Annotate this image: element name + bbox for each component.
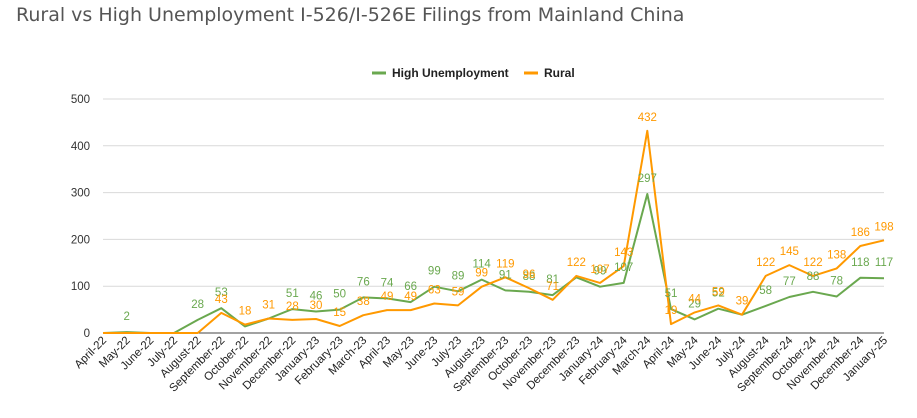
data-label: 18	[239, 306, 252, 318]
data-label: 46	[310, 290, 323, 302]
y-tick-label: 300	[71, 188, 90, 200]
data-label: 19	[665, 305, 678, 317]
data-label: 30	[310, 300, 323, 312]
x-axis: April-22May-22June-22July-22August-22Sep…	[73, 334, 891, 394]
data-label: 52	[712, 288, 725, 300]
data-label: 49	[404, 291, 417, 303]
data-label: 432	[638, 112, 657, 124]
series-line-high-unemployment	[102, 193, 885, 334]
data-label: 99	[594, 266, 607, 278]
y-axis: 0 100 200 300 400 500	[71, 94, 90, 340]
legend: High Unemployment Rural	[372, 66, 575, 80]
data-label: 91	[499, 269, 512, 281]
data-label: 99	[475, 268, 488, 280]
data-label: 58	[759, 285, 772, 297]
data-label: 138	[827, 249, 846, 261]
data-label: 118	[851, 257, 869, 269]
y-tick-label: 500	[71, 94, 90, 106]
data-label: 50	[333, 289, 346, 301]
data-label: 28	[286, 301, 299, 313]
data-label: 81	[546, 274, 559, 286]
data-label: 31	[262, 299, 275, 311]
data-label: 28	[191, 299, 204, 311]
data-label: 145	[780, 246, 799, 258]
data-label: 88	[523, 271, 536, 283]
data-label: 122	[567, 257, 586, 269]
data-label: 96	[523, 269, 536, 281]
data-label: 63	[428, 285, 441, 297]
data-label: 107	[590, 264, 609, 276]
data-label: 74	[381, 277, 394, 289]
data-label: 51	[286, 288, 299, 300]
data-label: 53	[215, 287, 228, 299]
data-label: 297	[638, 173, 657, 185]
data-label: 143	[614, 247, 633, 259]
data-label: 186	[851, 227, 870, 239]
data-label: 99	[428, 266, 441, 278]
data-label: 122	[803, 257, 822, 269]
data-label: 198	[874, 221, 893, 233]
legend-label: High Unemployment	[392, 66, 509, 80]
data-label: 59	[452, 286, 465, 298]
data-label: 76	[357, 276, 370, 288]
data-label: 29	[688, 298, 701, 310]
data-label: 78	[830, 275, 843, 287]
y-tick-label: 0	[84, 328, 90, 340]
y-tick-label: 400	[71, 141, 90, 153]
data-label: 43	[215, 294, 228, 306]
series-line-rural	[103, 129, 885, 334]
data-label: 114	[472, 259, 491, 271]
series-lines	[102, 129, 885, 334]
data-label: 107	[614, 262, 633, 274]
data-label: 71	[546, 281, 559, 293]
data-label: 66	[404, 281, 417, 293]
data-label: 119	[496, 258, 514, 270]
data-label: 59	[712, 286, 725, 298]
data-label: 44	[688, 293, 701, 305]
gridlines	[103, 98, 884, 334]
y-tick-label: 100	[71, 281, 90, 293]
data-label: 38	[357, 296, 370, 308]
data-label: 39	[736, 296, 749, 308]
data-label: 122	[756, 257, 775, 269]
data-label: 117	[875, 257, 893, 269]
data-label: 89	[452, 270, 465, 282]
data-label: 77	[783, 276, 796, 288]
data-label: 2	[123, 311, 129, 323]
legend-label: Rural	[544, 66, 575, 80]
chart-title: Rural vs High Unemployment I-526/I-526E …	[16, 4, 685, 26]
data-label: 49	[381, 291, 394, 303]
data-label: 88	[807, 271, 820, 283]
data-label: 15	[333, 307, 346, 319]
data-label: 51	[665, 288, 678, 300]
y-tick-label: 200	[71, 234, 90, 246]
